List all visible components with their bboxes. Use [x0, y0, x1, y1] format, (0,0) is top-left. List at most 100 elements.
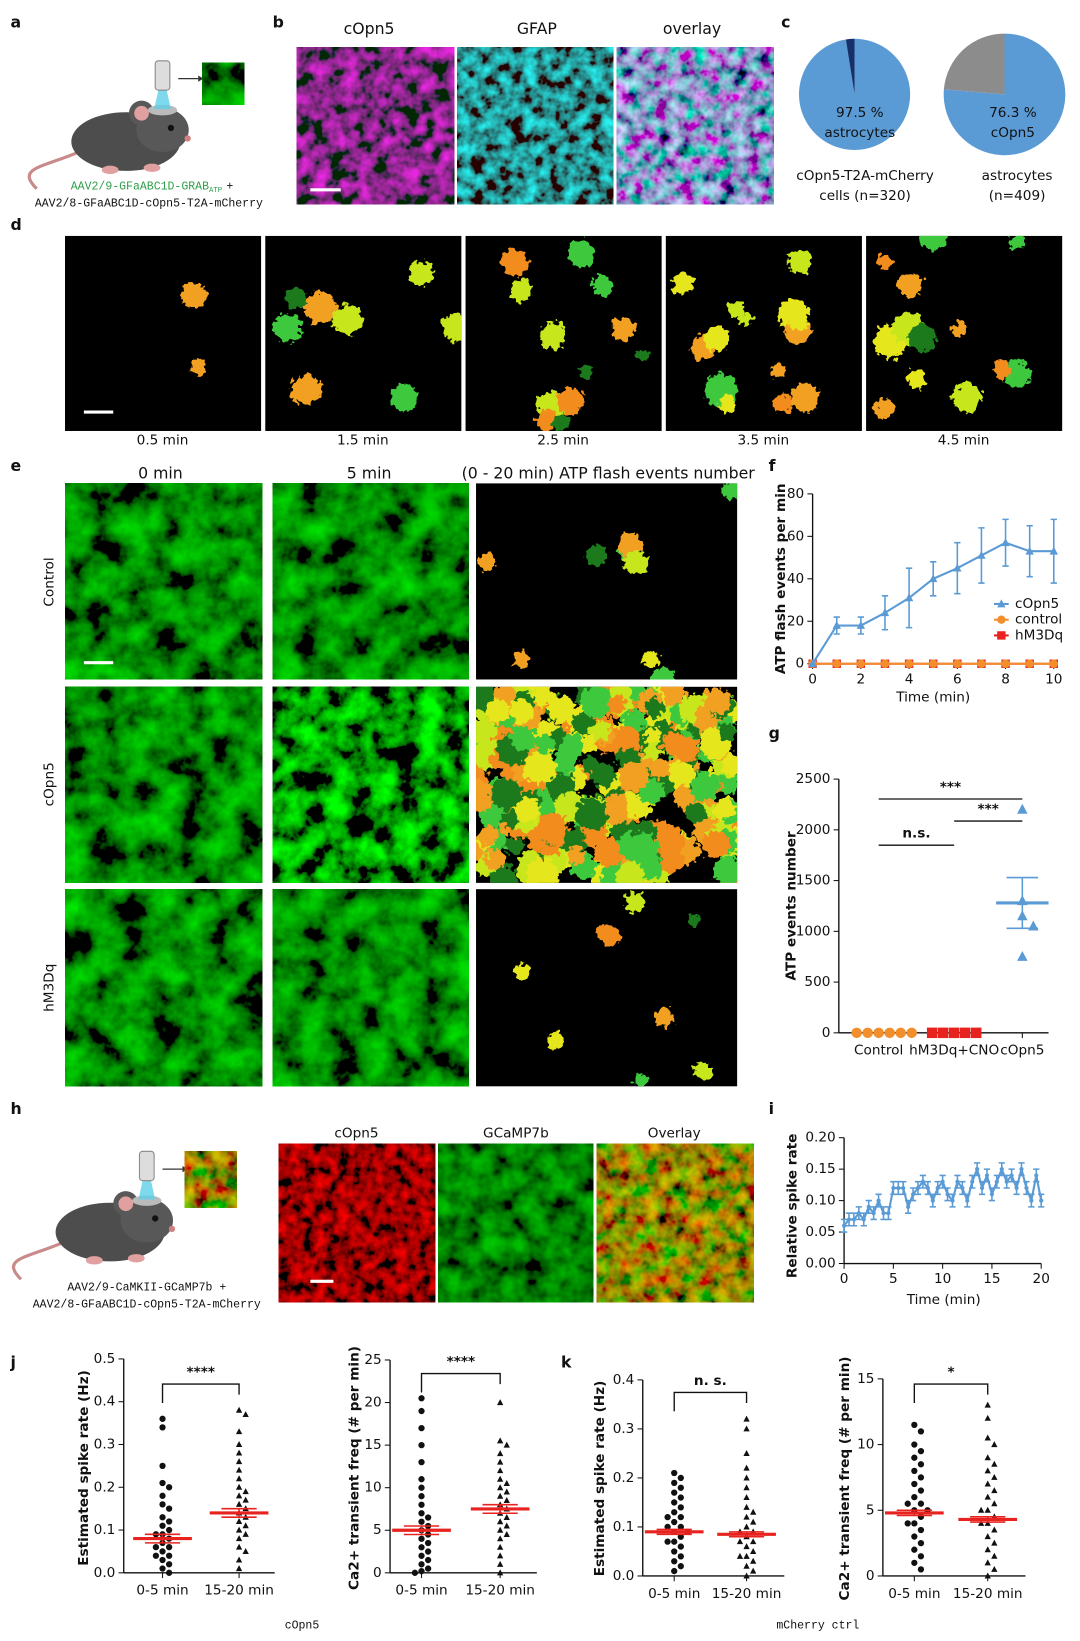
event-blob: [642, 650, 660, 668]
value-label: 76.3 %: [989, 105, 1037, 121]
marker: [235, 1492, 243, 1499]
marker: [925, 1185, 930, 1191]
marker: [884, 1027, 895, 1039]
marker: [750, 1548, 757, 1554]
panel-label: b: [273, 13, 284, 32]
panel-label: d: [10, 215, 21, 234]
marker: [911, 1520, 918, 1527]
pie-caption: astrocytes: [982, 168, 1053, 184]
event-blob: [534, 734, 553, 753]
marker: [743, 1562, 750, 1569]
error-bar: [656, 1528, 692, 1536]
marker: [984, 1546, 991, 1553]
marker: [743, 1543, 750, 1550]
event-blob: [650, 758, 671, 779]
micrograph: [272, 686, 469, 883]
marker: [984, 1519, 991, 1526]
marker: [945, 1192, 950, 1197]
inset-image: [202, 62, 245, 105]
y-tick-label: 0.15: [805, 1161, 835, 1177]
marker: [671, 1489, 678, 1496]
marker: [677, 1543, 684, 1550]
marker: [743, 1484, 750, 1491]
event-blob: [476, 718, 496, 744]
micrograph: [65, 889, 263, 1087]
y-tick-label: 15: [364, 1437, 381, 1453]
marker: [984, 1480, 991, 1487]
marker: [991, 1500, 998, 1507]
event-blob: [952, 321, 968, 338]
marker: [677, 1563, 684, 1570]
marker: [904, 593, 914, 602]
marker: [242, 1411, 249, 1418]
marker: [242, 1530, 249, 1537]
y-tick-label: 0: [373, 1565, 382, 1581]
time-label: 4.5 min: [938, 432, 990, 448]
x-tick-label: 2: [857, 671, 866, 687]
event-map: [65, 235, 262, 431]
marker: [418, 1567, 425, 1575]
marker: [856, 659, 866, 668]
event-blob: [921, 235, 947, 251]
y-tick-label: 0: [866, 1568, 875, 1584]
marker: [1017, 950, 1028, 961]
micrograph: [438, 1143, 594, 1303]
event-blob: [636, 348, 650, 362]
y-tick-label: 0.0: [613, 1568, 635, 1584]
column-label: 5 min: [347, 463, 392, 482]
marker: [906, 1204, 911, 1209]
x-tick-label: 15-20 min: [465, 1583, 535, 1599]
x-axis-label: Time (min): [895, 689, 970, 705]
significance-label: *: [947, 1365, 954, 1381]
marker: [856, 620, 866, 629]
marker: [743, 1513, 750, 1520]
y-axis-label: Estimated spike rate (Hz): [592, 1381, 608, 1577]
marker: [991, 1441, 998, 1448]
marker: [497, 1552, 504, 1559]
event-blob: [304, 291, 336, 324]
event-blob: [721, 483, 738, 499]
marker: [165, 1526, 173, 1534]
marker: [1001, 659, 1010, 668]
marker: [418, 1501, 425, 1508]
x-tick-label: 5: [889, 1271, 898, 1287]
marker: [984, 1414, 991, 1421]
marker: [503, 1531, 510, 1538]
y-tick-label: 10: [857, 1437, 874, 1453]
column-label: 0 min: [138, 463, 183, 482]
marker: [955, 1179, 960, 1184]
pie-slice: [798, 38, 911, 150]
event-blob: [595, 924, 612, 940]
marker: [165, 1484, 173, 1491]
construct: AAV2/9-GFaABC1D-GRABATP +: [71, 181, 234, 195]
channel-label: Overlay: [648, 1125, 701, 1141]
y-tick-label: 0.05: [805, 1224, 835, 1240]
event-blob: [441, 312, 462, 342]
marker: [841, 1223, 847, 1228]
event-blob: [547, 1032, 565, 1050]
marker: [929, 574, 938, 583]
marker: [891, 1185, 896, 1191]
event-blob: [290, 374, 322, 405]
marker: [671, 1567, 678, 1575]
error-bar: [482, 1503, 518, 1515]
x-tick-label: hM3Dq+CNO: [909, 1043, 999, 1059]
marker: [418, 1476, 425, 1483]
marker: [750, 1518, 757, 1525]
y-tick-label: 0.1: [94, 1522, 116, 1538]
marker: [861, 1217, 866, 1222]
marker: [235, 1449, 243, 1456]
marker: [497, 1437, 504, 1444]
column-label: (0 - 20 min) ATP flash events number: [462, 463, 756, 482]
marker: [165, 1552, 173, 1559]
marker: [497, 1450, 504, 1457]
marker: [911, 1467, 918, 1474]
event-blob: [713, 855, 738, 883]
construct-subscript: ATP: [209, 187, 222, 195]
event-blob: [716, 800, 735, 819]
construct: AAV2/8-GFaABC1D-cOpn5-T2A-mCherry: [33, 1298, 261, 1311]
marker: [937, 1027, 949, 1039]
significance-label: n. s.: [694, 1373, 727, 1389]
error-bar: [896, 1509, 932, 1517]
event-blob: [523, 751, 557, 785]
